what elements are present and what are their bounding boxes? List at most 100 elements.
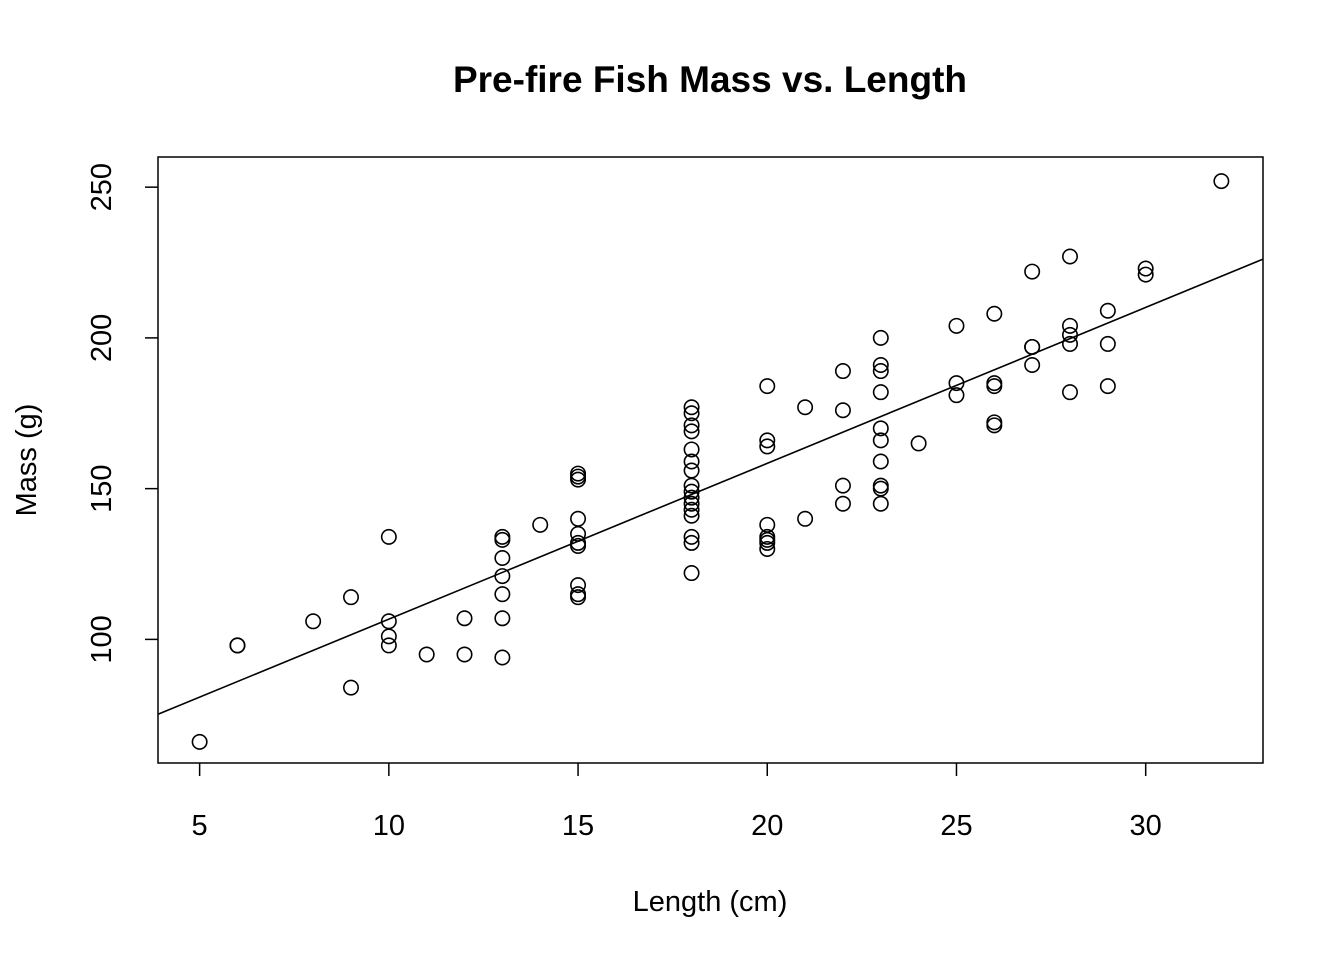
data-point [1099,335,1116,352]
data-point [1024,263,1041,280]
data-point [986,375,1003,392]
data-point [683,477,700,494]
data-point [986,417,1003,434]
data-point [759,540,776,557]
data-point [683,507,700,524]
x-tick-label: 25 [940,810,972,842]
data-point [872,453,889,470]
data-point [570,525,587,542]
data-point [380,528,397,545]
data-point [759,378,776,395]
data-point [872,363,889,380]
data-point [683,423,700,440]
data-point [683,399,700,416]
data-point [1099,302,1116,319]
data-point [570,471,587,488]
data-point [494,549,511,566]
data-point [570,510,587,527]
data-point [872,480,889,497]
data-point [683,534,700,551]
data-point [797,510,814,527]
data-point [380,637,397,654]
data-point [872,420,889,437]
x-tick-label: 10 [373,810,405,842]
data-point [683,441,700,458]
data-point [872,477,889,494]
data-point [494,649,511,666]
y-tick-label: 200 [86,314,118,362]
x-axis: 5 10 15 20 25 30 [192,763,1162,842]
data-point [683,483,700,500]
data-point [494,568,511,585]
data-point [872,384,889,401]
data-point [1062,326,1079,343]
data-point [570,586,587,603]
data-point [872,495,889,512]
data-point [683,489,700,506]
data-point [797,399,814,416]
data-point [683,453,700,470]
data-point [759,432,776,449]
data-point [494,586,511,603]
data-point [759,438,776,455]
data-point [1213,173,1230,190]
data-point [570,468,587,485]
regression-line [157,258,1264,716]
data-point [683,565,700,582]
data-point [948,387,965,404]
data-point [986,305,1003,322]
data-point [380,628,397,645]
data-point [1062,248,1079,265]
data-point [834,495,851,512]
data-point [948,317,965,334]
plot-frame [157,156,1264,764]
data-point [1137,260,1154,277]
x-tick-label: 5 [192,810,208,842]
data-point [986,378,1003,395]
data-point [418,646,435,663]
data-point [1137,266,1154,283]
x-tick-label: 15 [562,810,594,842]
data-point [342,589,359,606]
data-point [986,414,1003,431]
data-points [191,173,1230,750]
chart-title: Pre-fire Fish Mass vs. Length [453,59,967,100]
data-point [570,577,587,594]
x-axis-label: Length (cm) [633,886,788,918]
data-point [1024,338,1041,355]
data-point [872,432,889,449]
data-point [305,613,322,630]
y-tick-label: 150 [86,464,118,512]
data-point [683,405,700,422]
data-point [1062,335,1079,352]
data-point [1099,378,1116,395]
data-point [191,733,208,750]
data-point [494,610,511,627]
data-point [683,417,700,434]
y-tick-label: 100 [86,615,118,663]
data-point [532,516,549,533]
y-axis: 100 150 200 250 [86,163,158,664]
data-point [494,528,511,545]
data-point [342,679,359,696]
data-point [570,537,587,554]
data-point [1062,317,1079,334]
data-point [456,610,473,627]
data-point [948,375,965,392]
data-point [1062,384,1079,401]
data-point [683,495,700,512]
data-point [872,329,889,346]
data-point [570,589,587,606]
data-point [494,531,511,548]
x-tick-label: 20 [751,810,783,842]
data-point [1024,357,1041,374]
data-point [834,402,851,419]
data-point [683,501,700,518]
x-tick-label: 30 [1130,810,1162,842]
data-point [834,477,851,494]
data-point [683,462,700,479]
data-point [683,528,700,545]
y-tick-label: 250 [86,163,118,211]
data-point [834,363,851,380]
